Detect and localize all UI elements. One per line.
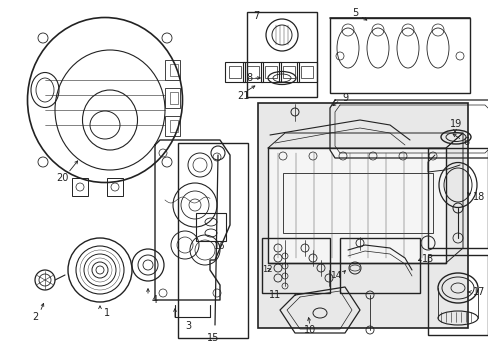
- Text: 7: 7: [252, 11, 259, 21]
- Text: 17: 17: [472, 287, 485, 297]
- Bar: [258, 103, 467, 328]
- Bar: [228, 66, 241, 78]
- Bar: [107, 178, 123, 196]
- Bar: [329, 18, 469, 93]
- Bar: [246, 66, 259, 78]
- Bar: [296, 62, 316, 82]
- Bar: [196, 213, 225, 241]
- Text: 13: 13: [421, 254, 433, 264]
- Bar: [72, 178, 88, 196]
- Text: 9: 9: [341, 93, 347, 103]
- Text: 15: 15: [206, 333, 219, 343]
- Text: 1: 1: [104, 308, 110, 318]
- Text: 16: 16: [214, 242, 225, 251]
- Text: 12: 12: [262, 266, 272, 274]
- Bar: [164, 116, 180, 136]
- Text: 20: 20: [56, 173, 68, 183]
- Bar: [178, 143, 247, 338]
- Bar: [224, 62, 244, 82]
- Text: 18: 18: [472, 192, 484, 202]
- Bar: [261, 62, 281, 82]
- Bar: [267, 148, 445, 263]
- Bar: [264, 66, 276, 78]
- Text: 11: 11: [268, 290, 281, 300]
- Bar: [427, 148, 487, 248]
- Bar: [301, 66, 312, 78]
- Text: 6: 6: [462, 137, 468, 147]
- Bar: [246, 12, 316, 97]
- Bar: [170, 92, 178, 104]
- Bar: [243, 62, 263, 82]
- Text: 4: 4: [152, 295, 158, 305]
- Bar: [164, 60, 180, 80]
- Text: 5: 5: [351, 8, 357, 18]
- Text: 14: 14: [331, 271, 342, 280]
- Bar: [283, 66, 294, 78]
- Bar: [262, 238, 329, 293]
- Bar: [170, 64, 178, 76]
- Text: 10: 10: [303, 325, 315, 335]
- Text: 19: 19: [449, 119, 461, 129]
- Text: 3: 3: [184, 321, 191, 331]
- Text: 8: 8: [245, 73, 251, 83]
- Bar: [427, 255, 487, 335]
- Bar: [279, 62, 298, 82]
- Text: 2: 2: [32, 312, 38, 322]
- Text: 21: 21: [236, 91, 249, 101]
- Bar: [164, 88, 180, 108]
- Bar: [339, 238, 419, 293]
- Bar: [283, 173, 432, 233]
- Bar: [170, 120, 178, 132]
